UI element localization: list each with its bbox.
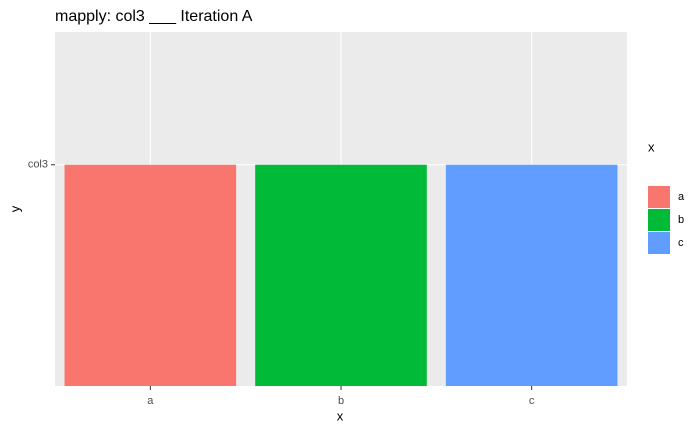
x-tick-label: c: [529, 395, 535, 407]
legend-key: [648, 209, 670, 231]
y-tick-label: col3: [28, 159, 48, 171]
bar: [64, 164, 237, 386]
bar: [255, 164, 427, 386]
bar: [445, 164, 618, 386]
legend-label: c: [678, 237, 684, 249]
legend-title: x: [648, 139, 655, 154]
chart-title: mapply: col3 ___ Iteration A: [55, 8, 253, 25]
x-tick-label: a: [147, 395, 154, 407]
legend-key: [648, 232, 670, 254]
legend-label: a: [678, 191, 685, 203]
x-axis-label: x: [337, 408, 344, 423]
legend-key: [648, 186, 670, 208]
legend-label: b: [678, 214, 684, 226]
y-axis-label: y: [7, 205, 22, 212]
x-tick-label: b: [338, 395, 344, 407]
